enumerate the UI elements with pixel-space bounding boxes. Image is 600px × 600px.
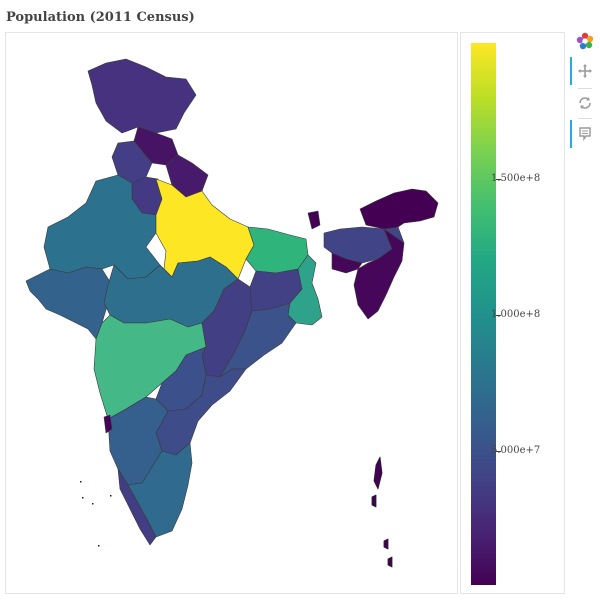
- map-plot-area[interactable]: [5, 32, 458, 594]
- region-tamil-nadu[interactable]: [127, 442, 193, 538]
- colorbar-tick: [496, 179, 501, 180]
- pan-tool-icon[interactable]: [574, 60, 596, 82]
- region-odisha[interactable]: [219, 302, 297, 378]
- region-northeast[interactable]: [331, 252, 363, 274]
- colorbar-tick-label: 1.000e+8: [491, 309, 541, 320]
- hover-tool-active-indicator: [570, 120, 572, 148]
- colorbar-tick: [496, 451, 501, 452]
- colorbar-panel: 1.500e+8 1.000e+8 5.000e+7: [460, 32, 565, 594]
- region-gujarat[interactable]: [25, 266, 113, 340]
- colorbar-tick: [496, 315, 501, 316]
- region-bihar[interactable]: [245, 226, 309, 274]
- toolbar-divider: [578, 88, 592, 89]
- region-arunachal[interactable]: [359, 188, 439, 230]
- india-choropleth-map[interactable]: [6, 33, 459, 595]
- andaman-nicobar-islands: [371, 456, 393, 568]
- lakshadweep-islands: [80, 481, 112, 547]
- hover-tool-icon[interactable]: [574, 123, 596, 145]
- colorbar-gradient: [471, 43, 496, 585]
- toolbar-divider: [578, 118, 592, 119]
- colorbar-tick-label: 5.000e+7: [491, 445, 541, 456]
- region-jammu-kashmir[interactable]: [87, 58, 197, 134]
- region-west-bengal[interactable]: [287, 254, 323, 326]
- pan-tool-active-indicator: [570, 57, 572, 85]
- region-sikkim[interactable]: [307, 210, 321, 230]
- region-northeast[interactable]: [353, 228, 405, 320]
- plot-toolbar: [568, 30, 600, 170]
- region-goa[interactable]: [103, 414, 113, 434]
- chart-title: Population (2011 Census): [6, 10, 195, 25]
- colorbar-tick-label: 1.500e+8: [491, 173, 541, 184]
- reset-tool-icon[interactable]: [574, 92, 596, 114]
- bokeh-logo-icon[interactable]: [574, 30, 596, 52]
